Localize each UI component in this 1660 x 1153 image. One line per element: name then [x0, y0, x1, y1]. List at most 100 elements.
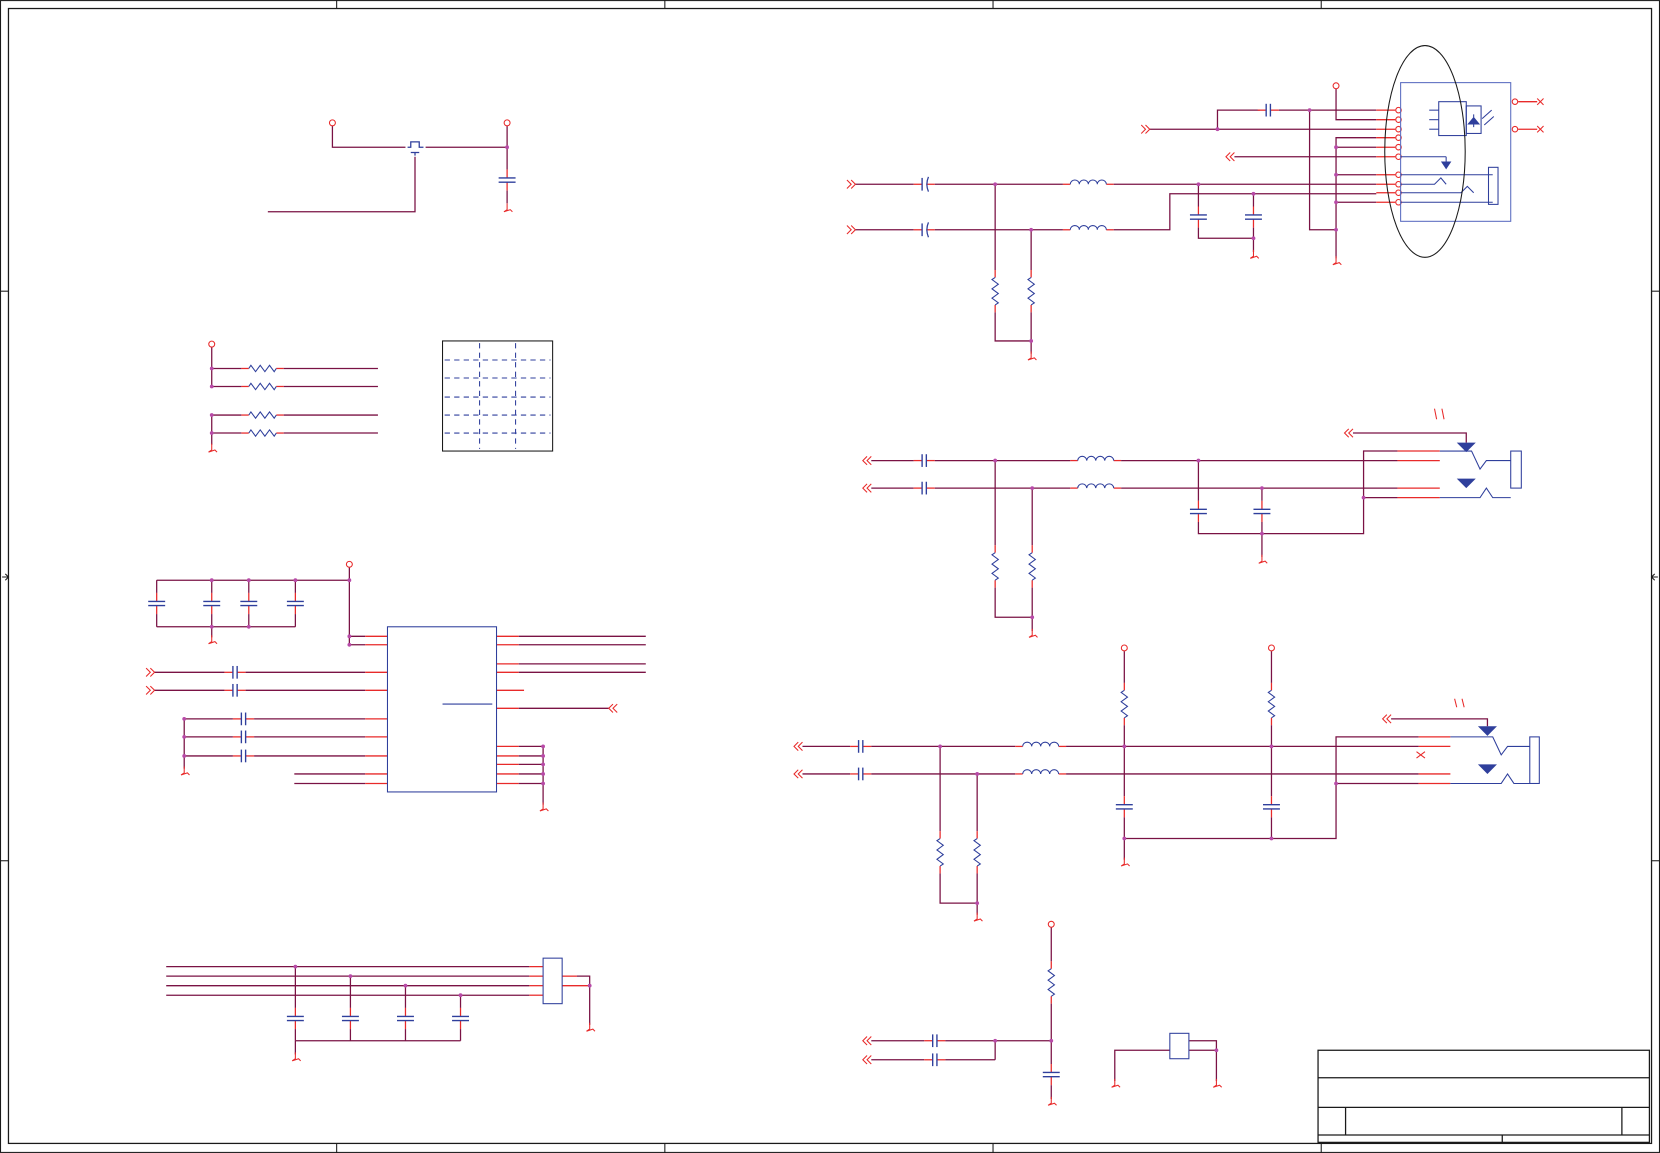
junction-dot: [1334, 200, 1338, 205]
junction-dot: [975, 901, 980, 906]
ground-icon: [503, 203, 513, 213]
wire: [576, 975, 591, 1025]
junction-dot: [246, 578, 251, 583]
junction-dot: [403, 983, 408, 988]
ground-icon: [208, 635, 218, 645]
resistor-icon: [936, 838, 945, 867]
jack-contact-arrow-icon: [1477, 726, 1497, 736]
port-in-icon: [145, 685, 156, 695]
wire: [1188, 1040, 1218, 1051]
junction-dot: [541, 762, 546, 767]
ground-icon: [1332, 256, 1342, 266]
power-port-icon: [1047, 920, 1055, 928]
wire: [267, 156, 416, 213]
inductor-icon: [1022, 769, 1060, 775]
port-out-icon: [1381, 714, 1392, 724]
usb-connector-body: [1400, 82, 1512, 222]
junction-dot: [1269, 744, 1274, 749]
junction-dot: [1122, 744, 1127, 749]
led-light-icon: [1481, 109, 1495, 126]
junction-dot: [587, 983, 592, 988]
ground-icon: [208, 443, 218, 453]
title-block-border: [1317, 1049, 1651, 1143]
no-connect-icon: [1454, 698, 1465, 708]
junction-dot: [541, 781, 546, 786]
junction-dot: [1260, 486, 1264, 491]
port-out-icon: [862, 455, 872, 466]
power-port-icon: [1511, 98, 1519, 105]
port-out-icon: [793, 741, 803, 752]
connector-pin: [1395, 143, 1402, 151]
center-mark-icon: [2, 573, 10, 581]
highlight-ellipse: [1384, 45, 1466, 258]
junction-dot: [209, 366, 214, 371]
resistor-icon: [991, 276, 1000, 306]
junction-dot: [458, 993, 463, 998]
jack-contact-arrow-icon: [1477, 764, 1497, 774]
junction-dot: [1334, 781, 1338, 786]
jack-contact-lines: [1450, 736, 1530, 784]
wire: [994, 312, 1032, 342]
connector-pin: [1395, 106, 1402, 114]
power-port-icon: [503, 119, 511, 127]
power-port-icon: [1332, 82, 1340, 90]
wire: [1197, 227, 1254, 239]
inductor-icon: [1077, 483, 1115, 489]
junction-dot: [209, 431, 214, 435]
inductor-icon: [1077, 455, 1115, 461]
junction-dot: [209, 578, 214, 583]
resistor-icon: [248, 364, 277, 373]
power-port-icon: [345, 560, 353, 568]
no-connect-icon: [1536, 125, 1544, 133]
junction-dot: [1334, 172, 1338, 177]
junction-dot: [1196, 182, 1201, 187]
ground-icon: [1120, 857, 1130, 867]
jack-contact-lines: [1400, 174, 1493, 203]
wire: [1308, 110, 1337, 231]
connector-pin: [1395, 116, 1402, 123]
ground-icon: [180, 766, 190, 776]
wire: [1188, 1049, 1218, 1081]
no-connect-icon: [1433, 408, 1445, 420]
capacitor-icon: [926, 176, 930, 192]
junction-dot: [1049, 1038, 1054, 1043]
junction-dot: [1029, 227, 1034, 232]
components: [145, 45, 1544, 1106]
wire: [1114, 1049, 1170, 1081]
ground-icon: [973, 912, 983, 922]
led-diode-icon: [1467, 114, 1481, 128]
junction-dot: [209, 413, 214, 417]
ground-icon: [1047, 1096, 1057, 1106]
connector-pin: [1395, 134, 1402, 141]
resistor-icon: [1027, 276, 1036, 306]
junction-dot: [1361, 495, 1366, 500]
junction-dot: [182, 716, 187, 721]
title-block: [1317, 1049, 1651, 1143]
junction-dot: [293, 578, 298, 583]
junction-dot: [541, 772, 546, 776]
inner-border: [7, 7, 1653, 1145]
junction-dot: [1215, 127, 1220, 132]
wire: [331, 126, 406, 148]
junction-dot: [293, 964, 298, 969]
ground-icon: [1258, 554, 1268, 564]
audio-jack-body: [1529, 736, 1540, 784]
wire: [1124, 736, 1419, 840]
inductor-icon: [1069, 225, 1107, 230]
port-in-icon: [846, 179, 857, 189]
junction-dot: [1334, 227, 1338, 232]
junction-dot: [1269, 836, 1274, 841]
wire: [994, 587, 1033, 618]
jack-body: [1487, 166, 1499, 205]
junction-dot: [975, 772, 980, 776]
junction-dot: [1307, 108, 1312, 113]
resistor-icon: [991, 552, 1000, 581]
junction-dot: [209, 624, 214, 629]
capacitor-icon: [926, 222, 930, 238]
junction-dot: [1260, 531, 1264, 536]
resistor-icon: [248, 382, 277, 391]
resistor-icon: [248, 410, 277, 420]
junction-dot: [1251, 191, 1256, 196]
wires: [154, 88, 1538, 1099]
